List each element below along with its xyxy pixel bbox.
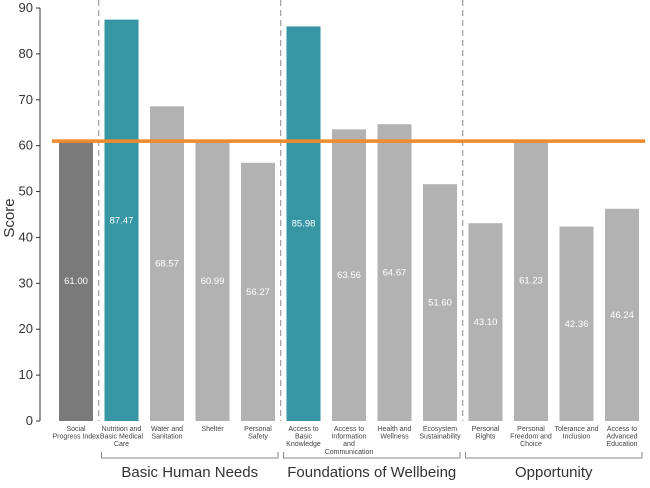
category-label: Nutrition and Basic Medical Care: [100, 426, 144, 448]
category-label: Access to Advanced Education: [606, 426, 637, 448]
value-label: 60.99: [201, 276, 225, 287]
bar: [559, 226, 594, 421]
group-bracket: [465, 452, 643, 459]
bar: [468, 223, 503, 421]
category-label: Tolerance and Inclusion: [555, 426, 599, 441]
category-label: Personal Freedom and Choice: [510, 426, 552, 448]
group-label: Opportunity: [515, 464, 593, 481]
value-label: 68.57: [155, 259, 179, 270]
bar: [286, 26, 321, 422]
value-label: 63.56: [337, 270, 361, 281]
value-label: 85.98: [292, 219, 316, 230]
bar: [104, 19, 139, 421]
y-tick-label: 60: [19, 138, 33, 153]
value-label: 61.23: [519, 276, 543, 287]
value-label: 51.60: [428, 298, 452, 309]
y-tick-label: 80: [19, 46, 33, 61]
y-tick-label: 50: [19, 184, 33, 199]
bar: [332, 129, 366, 422]
category-label: Social Progress Index: [52, 426, 100, 441]
bar: [241, 162, 275, 422]
value-labels: 61.00 87.47 68.57 60.99 56.27 85.98 63.56 64.67…: [64, 215, 634, 330]
category-label: Water and Sanitation: [151, 426, 183, 441]
value-label: 61.00: [64, 276, 88, 287]
y-tick-label: 0: [26, 413, 33, 428]
bar: [59, 141, 93, 422]
y-axis-label: Score: [1, 198, 18, 237]
bar: [150, 106, 184, 421]
y-tick-label: 20: [19, 321, 33, 336]
y-tick-label: 40: [19, 229, 33, 244]
group-label: Foundations of Wellbeing: [287, 464, 456, 481]
bar: [605, 208, 639, 421]
bar: [195, 141, 230, 422]
y-axis: 0 10 20 30 40 50 60 70 80 90: [19, 0, 41, 428]
bars: [59, 19, 639, 422]
category-label: Shelter: [201, 426, 224, 433]
value-label: 42.36: [565, 319, 589, 330]
group-bracket: [101, 452, 279, 459]
category-label: Access to Basic Knowledge: [286, 426, 321, 448]
category-label: Access to Information and Communication: [325, 426, 374, 456]
category-label: Personal Safety: [244, 426, 272, 441]
value-label: 46.24: [610, 310, 634, 321]
bar: [423, 184, 457, 421]
y-tick-label: 70: [19, 92, 33, 107]
bar: [377, 124, 412, 421]
y-tick-label: 10: [19, 367, 33, 382]
category-label: Ecosystem Sustainability: [419, 426, 461, 441]
value-label: 87.47: [110, 215, 134, 226]
bar: [514, 140, 548, 421]
category-label: Health and Wellness: [378, 426, 412, 441]
value-label: 56.27: [246, 287, 270, 298]
y-tick-label: 90: [19, 0, 33, 15]
group-bracket: [283, 452, 461, 459]
group-label: Basic Human Needs: [121, 464, 258, 481]
category-label: Personal Rights: [472, 426, 500, 441]
group-separators: [98, 0, 464, 421]
group-brackets: Basic Human Needs Foundations of Wellbein…: [101, 452, 643, 481]
value-label: 43.10: [474, 317, 498, 328]
value-label: 64.67: [383, 268, 407, 279]
y-tick-label: 30: [19, 275, 33, 290]
